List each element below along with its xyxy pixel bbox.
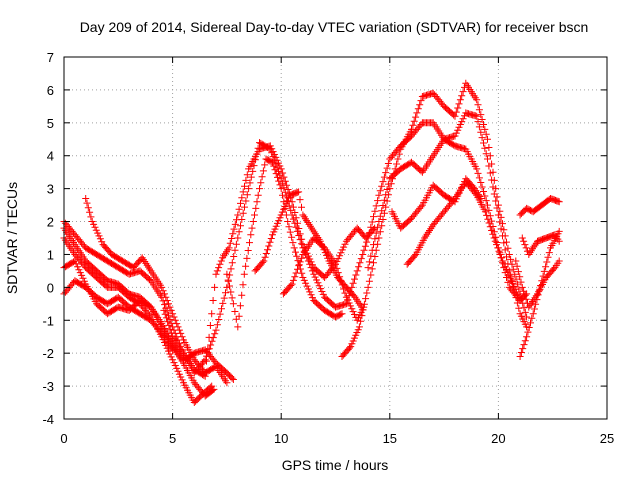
data-series-6	[82, 195, 231, 387]
y-tick-label: -2	[42, 346, 54, 361]
x-tick-label: 25	[600, 431, 614, 446]
y-tick-label: 4	[47, 149, 54, 164]
data-series-10	[201, 142, 379, 377]
y-tick-label: 0	[47, 280, 54, 295]
data-marker-track	[82, 195, 231, 387]
data-series-13	[338, 79, 531, 360]
data-series-7	[160, 119, 531, 377]
data-marker-track	[512, 257, 563, 311]
data-series-12	[279, 234, 368, 324]
data-marker-track	[182, 346, 237, 383]
data-series-20	[518, 231, 563, 258]
data-marker-track	[223, 155, 346, 331]
data-marker-track	[251, 188, 366, 311]
x-tick-label: 5	[169, 431, 176, 446]
data-series-17	[516, 227, 563, 360]
data-marker-track	[516, 227, 563, 360]
y-tick-label: 7	[47, 50, 54, 65]
data-marker-track	[338, 79, 531, 360]
data-series-19	[512, 257, 563, 311]
data-series-18	[516, 195, 563, 219]
x-tick-label: 0	[60, 431, 67, 446]
data-series-11	[251, 188, 366, 311]
data-series-9	[223, 155, 346, 331]
plot-frame	[63, 56, 608, 420]
data-marker-track	[518, 231, 563, 258]
x-tick-label: 15	[383, 431, 397, 446]
y-tick-label: 1	[47, 247, 54, 262]
chart-title: Day 209 of 2014, Sidereal Day-to-day VTE…	[80, 19, 589, 35]
x-tick-label: 10	[274, 431, 288, 446]
data-marker-track	[201, 142, 379, 377]
x-axis-label: GPS time / hours	[282, 457, 389, 473]
data-series-14	[364, 109, 531, 331]
y-axis-label: SDTVAR / TECUs	[4, 182, 20, 294]
data-marker-track	[403, 178, 524, 304]
data-marker-track	[279, 234, 368, 324]
data-marker-track	[160, 119, 531, 377]
y-tick-label: 2	[47, 215, 54, 230]
y-tick-label: -4	[42, 412, 54, 427]
x-tick-label: 20	[491, 431, 505, 446]
data-marker-track	[364, 109, 531, 331]
data-series-16	[403, 178, 524, 304]
data-points	[60, 79, 563, 406]
y-tick-label: -1	[42, 313, 54, 328]
y-tick-label: -3	[42, 379, 54, 394]
data-series-8	[182, 346, 237, 383]
y-tick-label: 3	[47, 182, 54, 197]
axis-ticks: 0 5 10 15 20 25 -4 -3 -2 -1 0 1 2 3 4 5 6 7	[42, 50, 614, 446]
data-marker-track	[516, 195, 563, 219]
y-tick-label: 5	[47, 116, 54, 131]
y-tick-label: 6	[47, 83, 54, 98]
